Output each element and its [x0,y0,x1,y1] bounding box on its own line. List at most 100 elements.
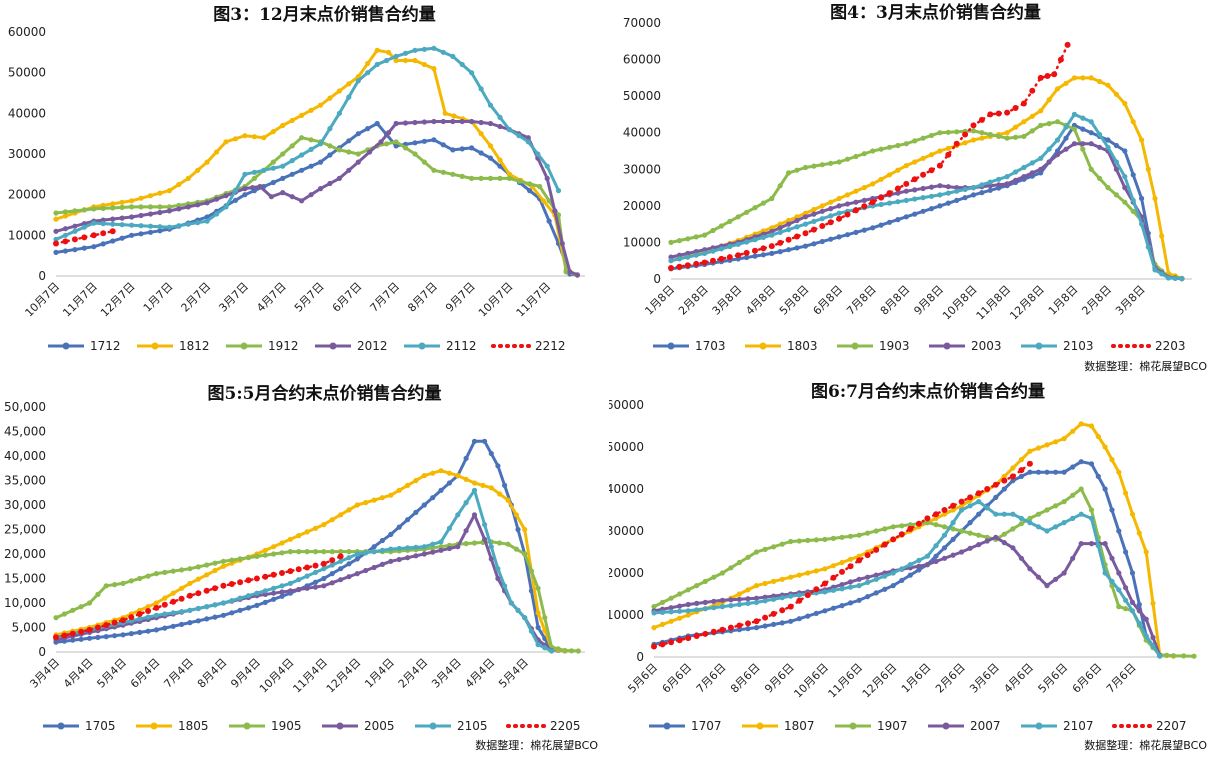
fig3-point-1812 [176,181,182,188]
fig5-x-tick-label: 5月4日 [496,656,531,691]
fig3-point-1912 [346,149,352,155]
fig3-point-1812 [421,61,427,68]
fig5-point-1905 [153,571,159,577]
fig4-point-2203 [953,140,960,147]
fig4-point-2003 [1046,159,1052,165]
fig6-point-2007 [719,597,725,603]
fig6-legend-label: 1907 [877,719,908,733]
fig6-point-2007 [1044,583,1050,589]
fig4-point-1903 [1097,175,1103,181]
fig4-point-2003 [786,221,792,227]
fig3-point-2012 [385,130,392,136]
fig6-point-2207 [898,531,905,538]
fig4-point-1903 [1122,199,1128,205]
fig5-y-tick-label: 20,000 [4,547,46,561]
fig4-legend-marker [943,342,951,350]
fig3-point-1912 [53,210,59,216]
fig5-point-1705 [279,593,285,599]
fig3-point-1812 [308,107,314,113]
fig5-point-1905 [229,557,235,563]
fig5-point-1705 [137,629,143,635]
fig6-point-2007 [856,576,862,582]
fig6-point-1707 [745,626,751,632]
fig5-point-1905 [103,583,109,589]
fig5-point-1905 [321,549,327,555]
fig3-point-2012 [544,175,550,181]
fig4-legend-item-2003: 2003 [929,339,1002,353]
fig6-point-2207 [796,597,803,604]
fig6-point-2207 [736,622,743,629]
fig5-point-2005 [471,512,478,518]
fig3-point-1712 [469,145,475,151]
fig3-point-1712 [355,131,361,137]
fig6-point-1907 [1116,604,1122,610]
fig5-point-1805 [271,544,277,550]
fig6-point-2207 [933,511,939,518]
fig5-point-2105 [542,645,548,651]
fig5-point-1905 [179,567,185,573]
fig3-point-2112 [138,223,144,229]
fig6-point-1907 [839,534,845,540]
fig3-point-2012 [119,215,125,221]
fig5-point-1705 [70,637,76,643]
fig3-point-2012 [552,208,558,214]
fig6-point-2107 [959,507,965,513]
fig6-point-1907 [873,528,879,534]
fig4-x-tick-label: 4月8日 [743,283,778,318]
fig3-point-1812 [289,117,295,124]
fig4-point-1703 [878,222,884,228]
fig3-point-2112 [232,188,239,194]
fig6-point-2107 [1109,578,1115,584]
fig3-point-2112 [346,94,352,100]
fig6-point-2107 [993,511,999,517]
fig4-x-tick-label: 2月8日 [676,283,711,318]
fig5-point-2005 [438,547,444,553]
fig3-legend-label: 1812 [179,339,210,353]
fig4-point-2103 [718,246,724,252]
fig4-point-1703 [987,187,993,193]
fig4-point-1803 [970,137,977,143]
fig6-point-1907 [1191,653,1197,659]
fig6-point-2007 [1001,540,1007,546]
fig3-point-1912 [327,143,333,149]
fig5-point-2005 [329,580,335,586]
fig6-point-2007 [668,605,674,611]
fig3-point-1812 [280,122,286,129]
fig4-point-2103 [1004,174,1010,180]
fig5-point-1705 [212,614,218,620]
fig4-point-2103 [1172,275,1178,281]
fig4-point-1703 [903,214,909,220]
fig6-point-1907 [1001,531,1007,537]
fig5-point-1705 [187,620,193,626]
fig4-point-1903 [937,130,943,136]
fig5-point-2205 [103,622,110,629]
fig6-point-1807 [839,559,845,566]
fig3-point-1712 [393,143,399,149]
fig4-point-1703 [1113,142,1119,149]
fig3-legend-label: 2012 [357,339,388,353]
fig4-legend-marker [851,342,859,350]
fig3-point-2112 [421,46,427,52]
fig4-point-2103 [1038,155,1044,161]
fig6-point-1707 [967,520,973,526]
fig6-point-1807 [941,511,948,517]
fig6-point-2007 [694,600,700,606]
fig3-point-1812 [232,136,239,142]
fig4-point-2103 [702,250,708,256]
fig3-point-2012 [62,226,68,232]
fig4-point-2203 [777,239,784,246]
fig6-series-2007 [651,534,1163,659]
fig5-point-1805 [497,491,503,497]
fig4-point-1803 [928,152,935,158]
fig6-legend-marker [942,722,950,730]
fig4-point-1803 [920,155,926,161]
fig3-point-1712 [53,249,59,255]
fig5-legend-label: 2205 [550,719,581,733]
fig5-point-2105 [446,525,452,531]
fig6-point-2007 [1123,585,1129,591]
fig4-point-1803 [1046,97,1052,103]
fig3-point-2112 [270,165,276,171]
fig5-point-1705 [321,575,327,582]
fig4-point-2103 [920,195,926,201]
fig4-point-1903 [777,183,783,189]
